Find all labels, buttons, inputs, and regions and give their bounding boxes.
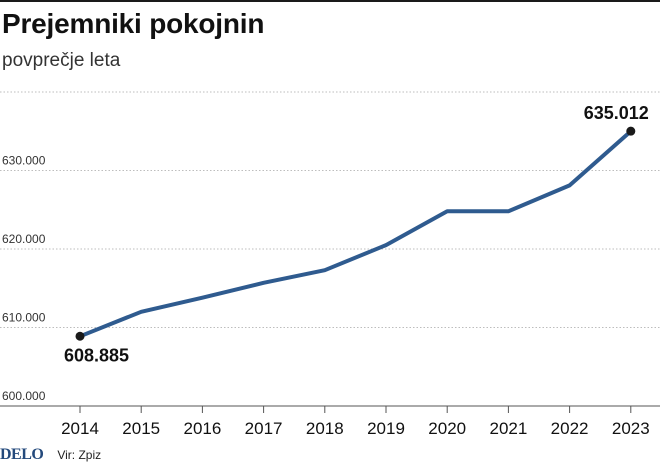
series-line (78, 129, 633, 339)
x-tick-label: 2023 (612, 419, 650, 438)
x-tick-label: 2018 (306, 419, 344, 438)
source-note: Vir: Zpiz (57, 448, 102, 462)
x-tick-label: 2021 (489, 419, 527, 438)
chart-title: Prejemniki pokojnin (2, 8, 265, 39)
y-tick-label: 620.000 (2, 232, 46, 246)
x-tick-label: 2015 (122, 419, 160, 438)
x-tick-label: 2020 (428, 419, 466, 438)
data-label: 608.885 (64, 345, 129, 365)
x-tick-label: 2019 (367, 419, 405, 438)
data-point (75, 331, 85, 341)
x-tick-label: 2016 (183, 419, 221, 438)
delo-logo: DELO (0, 446, 44, 463)
chart-subtitle: povprečje leta (2, 50, 121, 71)
data-label: 635.012 (584, 103, 649, 123)
footer: DELO Vir: Zpiz (0, 445, 101, 465)
x-tick-label: 2014 (61, 419, 99, 438)
x-tick-label: 2017 (245, 419, 283, 438)
data-point (626, 126, 636, 136)
y-tick-label: 600.000 (2, 389, 46, 403)
y-tick-label: 630.000 (2, 154, 46, 168)
x-tick-label: 2022 (551, 419, 589, 438)
y-tick-label: 610.000 (2, 311, 46, 325)
top-rule (0, 0, 660, 2)
